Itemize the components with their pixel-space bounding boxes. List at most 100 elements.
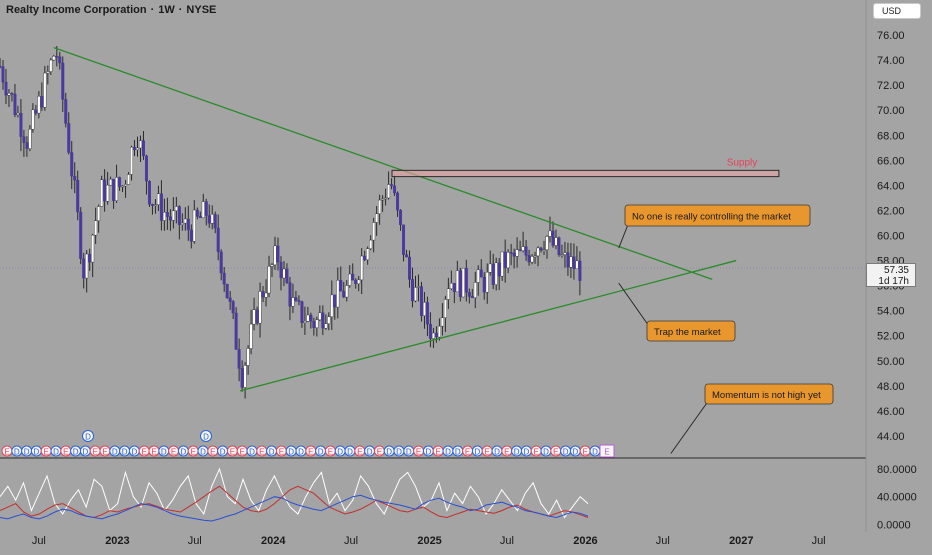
annotation-callout[interactable]: Trap the market (618, 282, 736, 342)
earnings-marker[interactable]: E (501, 445, 513, 457)
supply-zone-rect[interactable] (391, 169, 780, 178)
candle-body (524, 246, 528, 256)
dividend-marker[interactable]: D (344, 445, 356, 457)
earnings-marker[interactable]: E (256, 445, 268, 457)
earnings-marker[interactable]: E (413, 445, 425, 457)
earnings-marker[interactable]: E (550, 445, 562, 457)
dividend-marker[interactable]: D (217, 445, 229, 457)
earnings-marker[interactable]: E (462, 445, 474, 457)
dividend-marker[interactable]: D (285, 445, 297, 457)
time-axis[interactable]: Jul 2023 Jul 2024 Jul 2025 Jul 2026 Jul 2027 Jul (32, 535, 826, 547)
title-separator-2: · (178, 4, 183, 16)
dividend-marker[interactable]: D (70, 445, 82, 457)
candle-body (363, 255, 367, 261)
earnings-marker[interactable]: E (60, 445, 72, 457)
earnings-marker[interactable]: E (236, 445, 248, 457)
earnings-marker[interactable]: E (324, 445, 336, 457)
dividend-marker[interactable]: D (511, 445, 523, 457)
marker-letter: E (534, 448, 539, 457)
earnings-marker[interactable]: E (579, 445, 591, 457)
price-axis[interactable]: 76.00 74.00 72.00 70.00 68.00 66.00 64.00 62.00… (877, 30, 905, 443)
dividend-marker[interactable]: D (334, 445, 346, 457)
dividend-marker[interactable]: D (109, 445, 121, 457)
supply-zone[interactable]: Supply (391, 157, 780, 178)
dividend-marker[interactable]: D (158, 445, 170, 457)
dividend-marker[interactable]: D (79, 445, 91, 457)
dividend-marker[interactable]: D (569, 445, 581, 457)
candle-body (545, 236, 549, 250)
candle-body (64, 99, 68, 124)
upcoming-earnings-marker[interactable]: E (599, 444, 615, 458)
dividend-marker[interactable]: D (128, 445, 140, 457)
dividend-marker[interactable]: D (393, 445, 405, 457)
earnings-marker[interactable]: E (226, 445, 238, 457)
dividend-marker[interactable]: D (11, 445, 23, 457)
dividend-marker[interactable]: D (50, 445, 62, 457)
dividend-marker[interactable]: D (246, 445, 258, 457)
dividend-marker[interactable]: D (295, 445, 307, 457)
candle-body (222, 272, 226, 285)
earnings-marker[interactable]: E (373, 445, 385, 457)
time-tick-label: 2027 (729, 535, 753, 547)
earnings-marker[interactable]: E (432, 445, 444, 457)
dividend-marker[interactable]: D (452, 445, 464, 457)
price-tick-label: 54.00 (877, 306, 905, 318)
earnings-marker[interactable]: E (305, 445, 317, 457)
marker-letter: D (85, 433, 91, 442)
earnings-marker[interactable]: E (168, 445, 180, 457)
oscillator-series-2 (0, 494, 589, 522)
dividend-marker[interactable]: D (177, 445, 189, 457)
earnings-marker[interactable]: E (275, 445, 287, 457)
candle-body (566, 252, 570, 268)
dividend-marker[interactable]: D (422, 445, 434, 457)
candle-body (413, 287, 417, 302)
dividend-marker[interactable]: D (200, 430, 212, 442)
earnings-marker[interactable]: E (148, 445, 160, 457)
trendline-descending-resistance[interactable] (53, 46, 713, 280)
currency-button[interactable]: USD (873, 3, 921, 19)
candle-body (28, 129, 32, 149)
dividend-marker[interactable]: D (21, 445, 33, 457)
earnings-marker[interactable]: E (89, 445, 101, 457)
earnings-marker[interactable]: E (1, 445, 13, 457)
marker-letter: D (220, 448, 226, 457)
earnings-marker[interactable]: E (481, 445, 493, 457)
dividend-marker[interactable]: D (30, 445, 42, 457)
interval-label[interactable]: 1W (158, 4, 175, 16)
earnings-marker[interactable]: E (40, 445, 52, 457)
dividend-marker[interactable]: D (540, 445, 552, 457)
dividend-marker[interactable]: D (520, 445, 532, 457)
earnings-marker[interactable]: E (207, 445, 219, 457)
earnings-marker[interactable]: E (138, 445, 150, 457)
dividend-marker[interactable]: D (560, 445, 572, 457)
dividend-marker[interactable]: D (119, 445, 131, 457)
dividend-marker[interactable]: D (266, 445, 278, 457)
dividend-marker[interactable]: D (364, 445, 376, 457)
candle-body (476, 269, 480, 283)
earnings-marker[interactable]: E (530, 445, 542, 457)
dividend-marker[interactable]: D (383, 445, 395, 457)
dividend-marker[interactable]: D (315, 445, 327, 457)
candle-body (485, 272, 489, 293)
trendline-ascending-support[interactable] (239, 259, 737, 392)
annotation-callout[interactable]: No one is really controlling the market (618, 204, 811, 249)
candle-body (294, 297, 298, 301)
earnings-marker[interactable]: E (99, 445, 111, 457)
annotation-callout[interactable]: Momentum is not high yet (670, 383, 834, 454)
candle-body (243, 365, 247, 388)
dividend-marker[interactable]: D (442, 445, 454, 457)
candle-body (79, 211, 83, 259)
earnings-marker[interactable]: E (354, 445, 366, 457)
candle-body (500, 251, 504, 277)
dividend-marker[interactable]: D (82, 430, 94, 442)
price-tick-label: 62.00 (877, 205, 905, 217)
candle-body (165, 212, 169, 217)
oscillator-axis[interactable]: 80.0000 40.0000 0.0000 (877, 464, 917, 532)
dividend-marker[interactable]: D (491, 445, 503, 457)
dividend-marker[interactable]: D (471, 445, 483, 457)
earnings-marker[interactable]: E (187, 445, 199, 457)
dividend-marker[interactable]: D (403, 445, 415, 457)
dividend-marker[interactable]: D (589, 445, 601, 457)
dividend-marker[interactable]: D (197, 445, 209, 457)
